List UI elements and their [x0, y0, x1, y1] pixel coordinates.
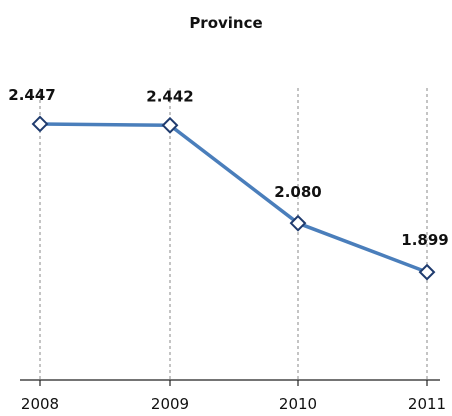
x-tick-label: 2011: [408, 395, 446, 413]
x-tick-label: 2008: [21, 395, 59, 413]
series-line: [39, 122, 428, 274]
data-point-2011: [418, 263, 436, 281]
data-point-2008: [31, 115, 49, 133]
x-tick-label: 2010: [279, 395, 317, 413]
data-point-2009: [161, 116, 179, 134]
data-label: 2.442: [146, 87, 193, 105]
data-point-2010: [289, 214, 307, 232]
x-tick-label: 2009: [151, 395, 189, 413]
data-label: 2.447: [8, 86, 55, 104]
data-label: 2.080: [274, 183, 321, 201]
data-label: 1.899: [401, 231, 448, 249]
chart-title: Province: [189, 14, 263, 32]
